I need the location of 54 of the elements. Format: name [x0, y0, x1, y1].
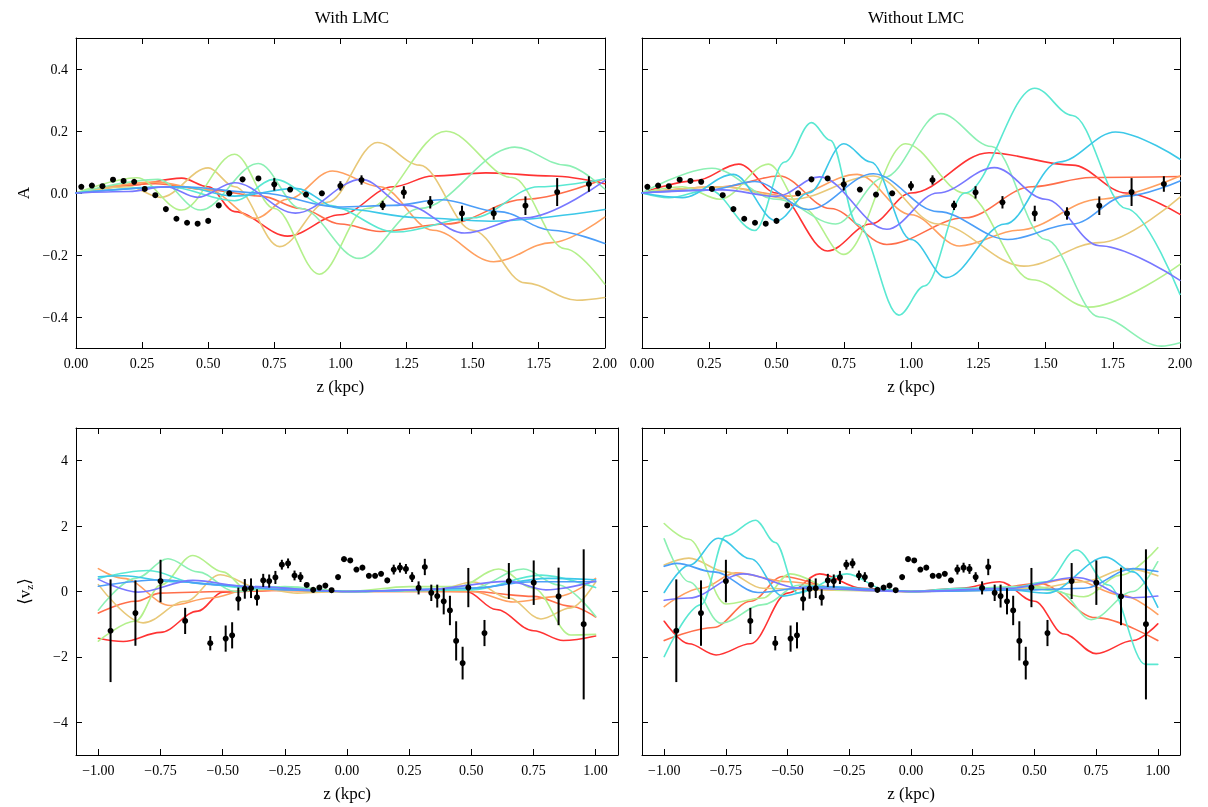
- x-tick-label: 0.75: [521, 762, 546, 778]
- x-tick-label: 2.00: [1167, 355, 1193, 371]
- x-axis-title: z (kpc): [316, 377, 365, 396]
- x-tick-label: 0.25: [960, 762, 985, 778]
- x-tick-label: 1.50: [460, 355, 485, 371]
- x-axis-title: z (kpc): [887, 377, 935, 396]
- x-tick-label: −0.25: [833, 762, 866, 778]
- x-tick-label: 1.75: [526, 355, 551, 371]
- x-tick-label: 0.75: [831, 355, 856, 371]
- y-tick-label: −0.2: [42, 247, 68, 263]
- y-axis-title: A: [13, 186, 33, 200]
- x-axis-title: z (kpc): [323, 784, 371, 803]
- x-tick-label: 2.00: [592, 355, 617, 371]
- x-tick-label: 0.50: [1022, 762, 1047, 778]
- chart-title: Without LMC: [867, 8, 965, 27]
- x-tick-label: −1.00: [648, 762, 681, 778]
- y-tick-label: −0.4: [42, 309, 68, 325]
- x-tick-label: 1.00: [1145, 762, 1171, 778]
- x-tick-label: 0.75: [1083, 762, 1109, 778]
- x-tick-label: 0.00: [63, 355, 89, 371]
- x-tick-label: 0.00: [898, 762, 924, 778]
- x-tick-label: −0.50: [206, 762, 239, 778]
- y-tick-label: 0.4: [50, 61, 68, 77]
- x-tick-label: 0.50: [459, 762, 484, 778]
- y-tick-label: 0.0: [50, 185, 68, 201]
- x-tick-label: −0.50: [771, 762, 804, 778]
- x-tick-label: 0.50: [195, 355, 221, 371]
- x-tick-label: 1.00: [328, 355, 353, 371]
- x-tick-label: 1.50: [1033, 355, 1058, 371]
- x-axis-title: z (kpc): [887, 784, 935, 803]
- x-tick-label: 1.75: [1100, 355, 1125, 371]
- x-tick-label: 0.25: [697, 355, 722, 371]
- x-tick-label: 0.75: [262, 355, 287, 371]
- y-tick-label: 2: [61, 518, 68, 534]
- x-tick-label: 0.00: [629, 355, 655, 371]
- x-tick-label: 0.25: [396, 762, 422, 778]
- y-tick-label: 0.2: [50, 123, 68, 139]
- y-tick-label: −2: [53, 649, 68, 665]
- x-tick-label: 1.00: [583, 762, 608, 778]
- x-tick-label: −0.75: [709, 762, 743, 778]
- y-tick-label: 0: [61, 584, 68, 599]
- y-tick-label: 4: [61, 453, 68, 469]
- x-tick-label: 1.25: [966, 355, 991, 371]
- chart-title: With LMC: [314, 8, 390, 27]
- x-tick-label: −0.75: [144, 762, 177, 778]
- y-tick-label: −4: [53, 714, 68, 730]
- x-tick-label: 0.00: [334, 762, 360, 778]
- x-tick-label: 0.25: [129, 355, 155, 371]
- x-tick-label: −0.25: [268, 762, 302, 778]
- x-tick-label: 0.50: [764, 355, 789, 371]
- y-axis-title: ⟨vz⟩: [15, 578, 35, 605]
- x-tick-label: 1.00: [898, 355, 924, 371]
- x-tick-label: 1.25: [394, 355, 419, 371]
- x-tick-label: −1.00: [82, 762, 115, 778]
